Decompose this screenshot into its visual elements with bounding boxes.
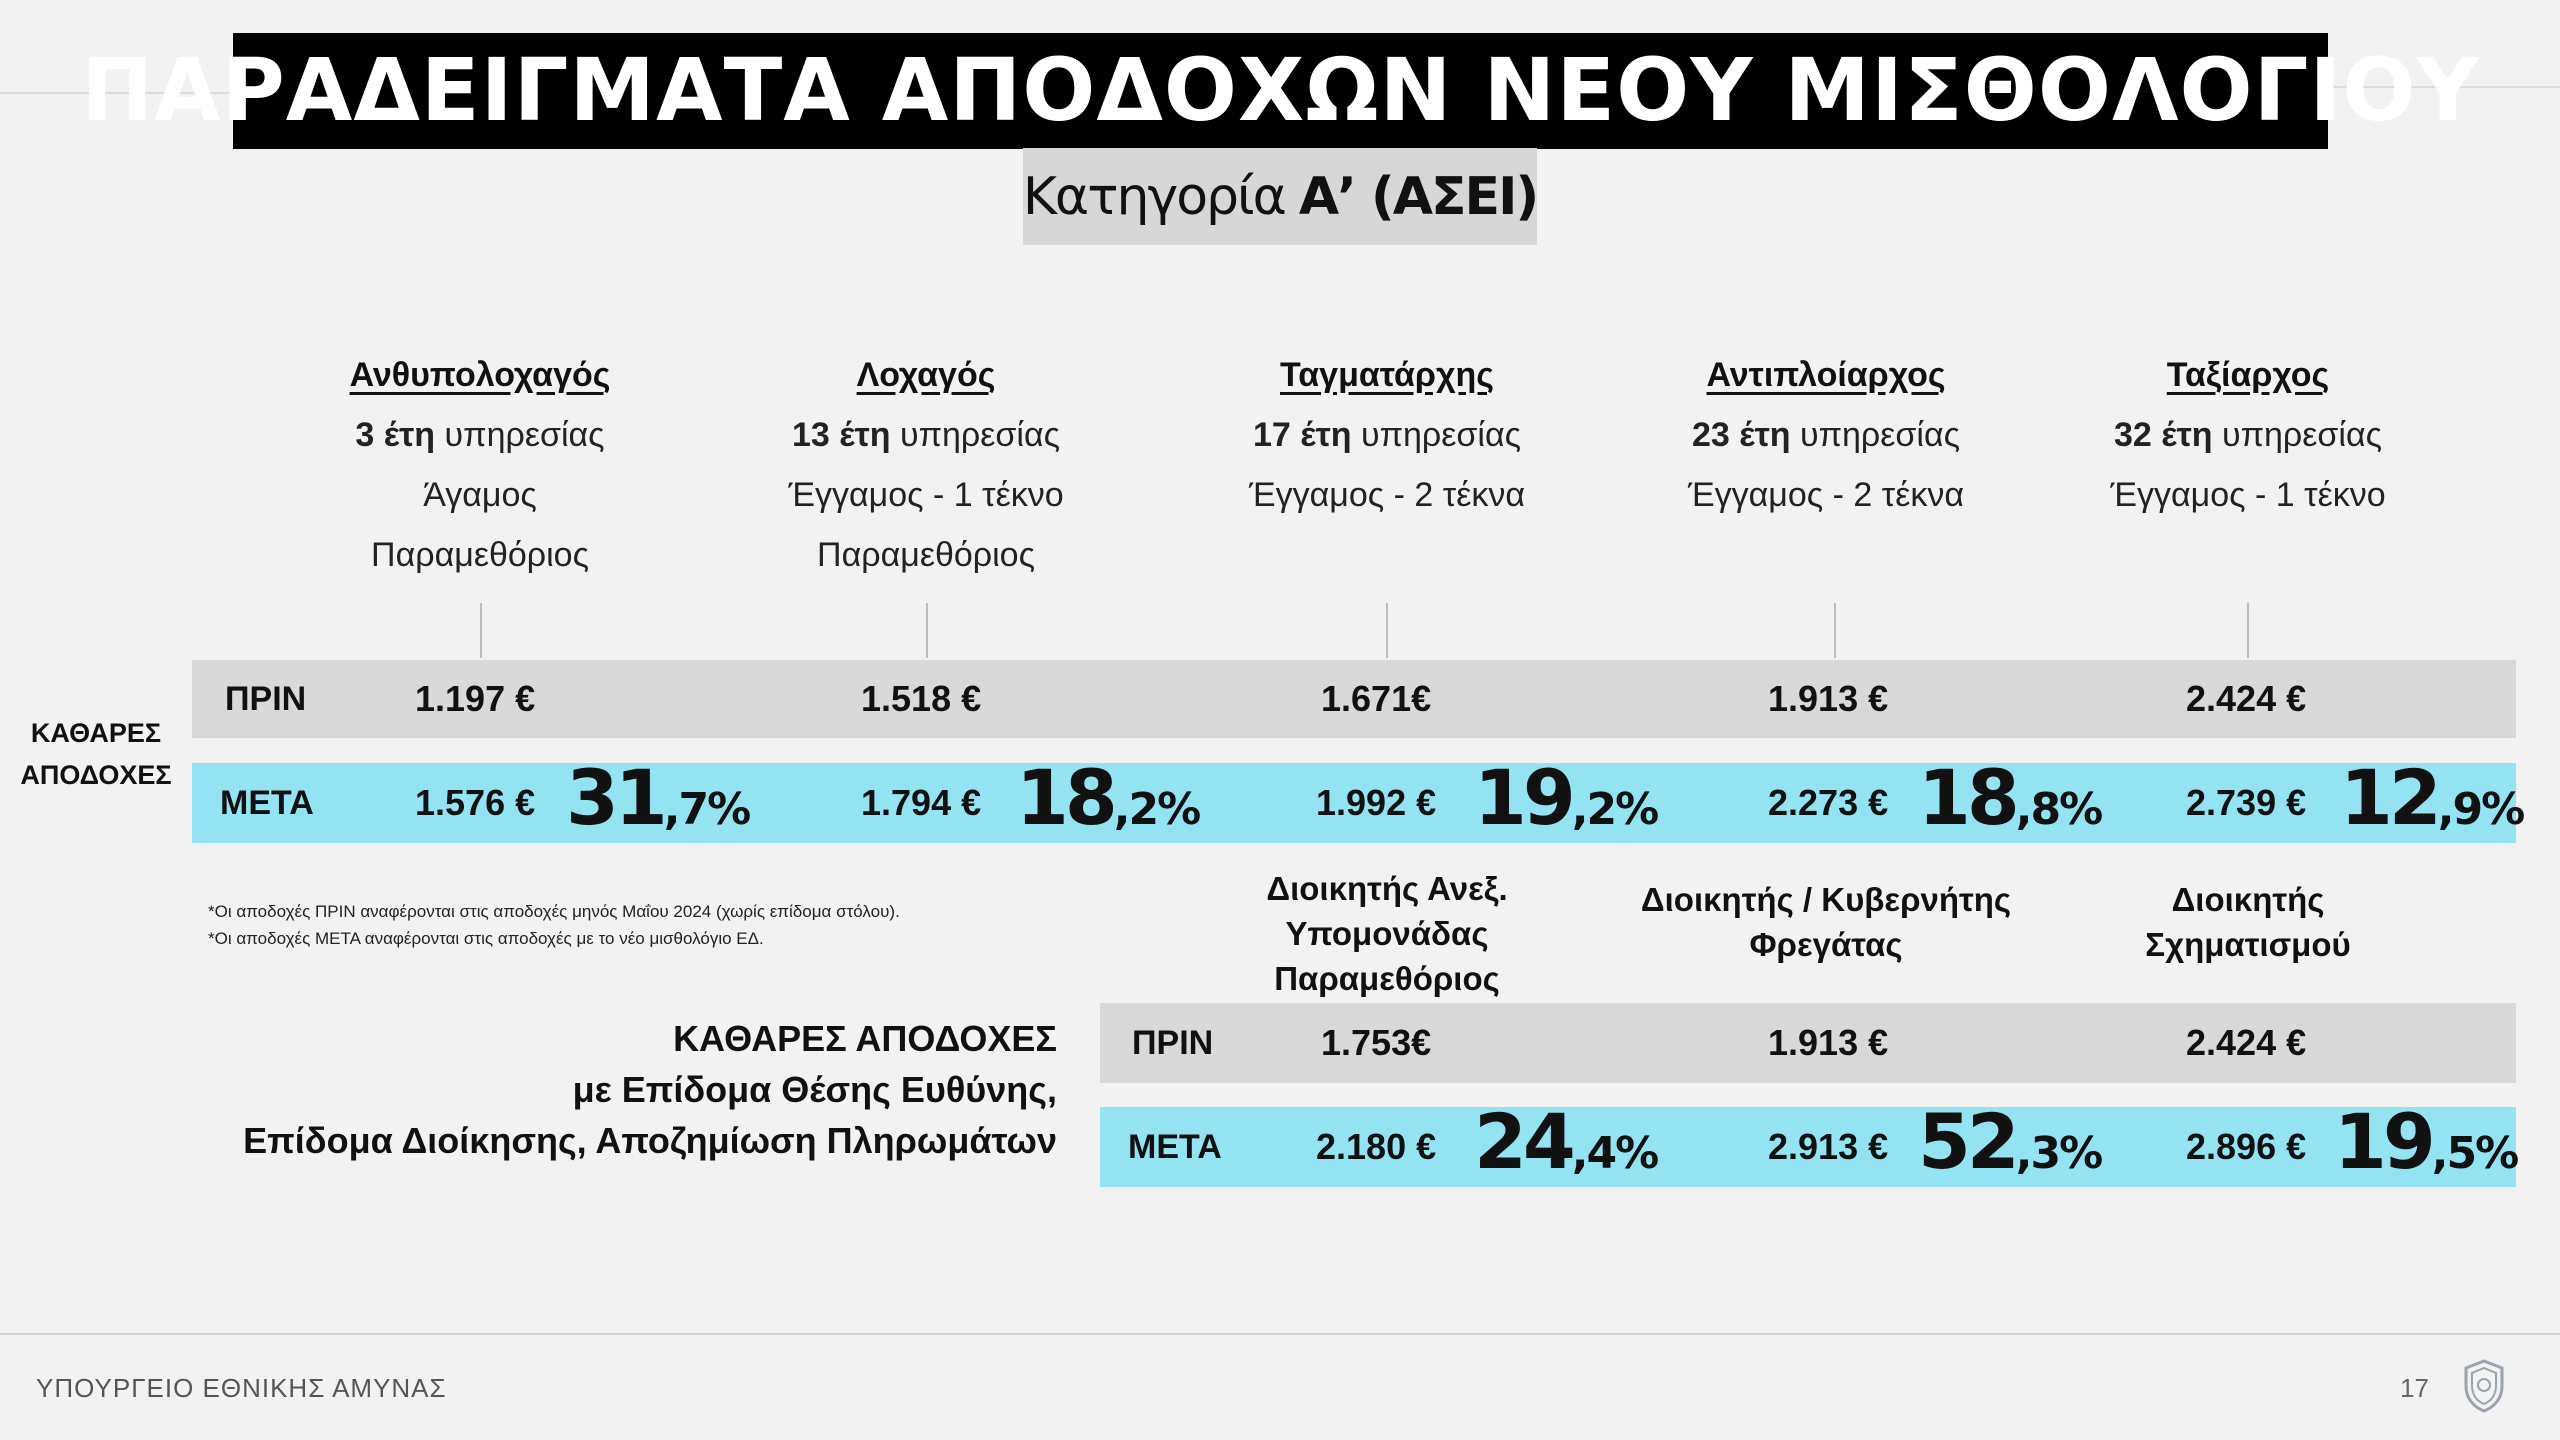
header-rule-left (0, 92, 233, 94)
position-head-subunit-commander: Διοικητής Ανεξ. Υπομονάδας Παραμεθόριος (1266, 870, 1508, 997)
rank-name: Λοχαγός (856, 356, 996, 394)
before-row-label: ΠΡΙΝ (225, 679, 307, 718)
position-head-frigate-commander: Διοικητής / Κυβερνήτης Φρεγάτας (1640, 881, 2012, 963)
after-value: 2.739 € (2186, 782, 2307, 823)
before-row-label: ΠΡΙΝ (1132, 1023, 1214, 1062)
connector-tick (1386, 603, 1388, 658)
before-row-band-allowances (1100, 1003, 2516, 1083)
rank-name: Ταγματάρχης (1280, 356, 1494, 394)
ministry-emblem-icon (2462, 1358, 2506, 1414)
footer-rule (0, 1333, 2560, 1335)
after-value: 2.913 € (1768, 1126, 1889, 1167)
increase-percentage: 19,2% (1474, 753, 1659, 842)
rank-extra: Παραμεθόριος (817, 536, 1035, 574)
ministry-name: ΥΠΟΥΡΓΕΙΟ ΕΘΝΙΚΗΣ ΑΜΥΝΑΣ (36, 1373, 447, 1403)
rank-family-status: Έγγαμος - 1 τέκνο (2110, 476, 2386, 514)
page-title: ΠΑΡΑΔΕΙΓΜΑΤΑ ΑΠΟΔΟΧΩΝ ΝΕΟΥ ΜΙΣΘΟΛΟΓΙΟΥ (81, 33, 2479, 149)
before-row-band (192, 660, 2516, 738)
header-rule-right (2328, 86, 2560, 88)
after-row-band (192, 763, 2516, 843)
rank-service-years: 32 έτη υπηρεσίας (2113, 416, 2383, 454)
rank-column-taxiarchos: Ταξίαρχος 32 έτη υπηρεσίας Έγγαμος - 1 τ… (2098, 345, 2398, 525)
after-value: 1.576 € (415, 782, 536, 823)
connector-tick (480, 603, 482, 658)
after-value: 2.896 € (2186, 1126, 2307, 1167)
before-value: 1.518 € (861, 678, 982, 719)
after-value: 1.794 € (861, 782, 982, 823)
footnote-before: *Οι αποδοχές ΠΡΙΝ αναφέρονται στις αποδο… (208, 902, 900, 921)
rank-service-years: 3 έτη υπηρεσίας (355, 416, 605, 454)
rank-service-years: 17 έτη υπηρεσίας (1252, 416, 1522, 454)
rank-column-antiploiarchos: Αντιπλοίαρχος 23 έτη υπηρεσίας Έγγαμος -… (1676, 345, 1976, 525)
increase-percentage: 31,7% (566, 753, 751, 842)
position-head-formation-commander: Διοικητής Σχηματισμού (2145, 881, 2351, 963)
rank-service-years: 13 έτη υπηρεσίας (791, 416, 1061, 454)
before-value: 1.197 € (415, 678, 536, 719)
page-number: 17 (2400, 1373, 2429, 1403)
increase-percentage: 18,8% (1918, 753, 2103, 842)
connector-tick (1834, 603, 1836, 658)
footnote-after: *Οι αποδοχές ΜΕΤΑ αναφέρονται στις αποδο… (208, 929, 764, 948)
net-pay-side-label: ΚΑΘΑΡΕΣ ΑΠΟΔΟΧΕΣ (20, 718, 172, 790)
rank-name: Ταξίαρχος (2166, 356, 2330, 394)
increase-percentage: 24,4% (1474, 1097, 1659, 1186)
category-subtitle: Κατηγορία Α’ (ΑΣΕΙ) (1022, 148, 1539, 245)
rank-service-years: 23 έτη υπηρεσίας (1691, 416, 1961, 454)
rank-name: Αντιπλοίαρχος (1706, 356, 1946, 394)
before-value: 1.753€ (1321, 1022, 1432, 1063)
after-value: 2.180 € (1316, 1126, 1437, 1167)
before-value: 1.913 € (1768, 678, 1889, 719)
before-value: 2.424 € (2186, 1022, 2307, 1063)
footnotes: *Οι αποδοχές ΠΡΙΝ αναφέρονται στις αποδο… (208, 898, 900, 952)
rank-column-lochagos: Λοχαγός 13 έτη υπηρεσίας Έγγαμος - 1 τέκ… (776, 345, 1076, 585)
before-value: 1.913 € (1768, 1022, 1889, 1063)
rank-extra: Παραμεθόριος (371, 536, 589, 574)
rank-name: Ανθυπολοχαγός (349, 356, 611, 394)
increase-percentage: 18,2% (1016, 753, 1201, 842)
increase-percentage: 12,9% (2340, 753, 2525, 842)
rank-family-status: Έγγαμος - 2 τέκνα (1687, 476, 1965, 514)
connector-tick (2247, 603, 2249, 658)
rank-family-status: Άγαμος (423, 476, 537, 514)
before-value: 1.671€ (1321, 678, 1432, 719)
rank-family-status: Έγγαμος - 2 τέκνα (1248, 476, 1526, 514)
after-row-label: ΜΕΤΑ (1128, 1127, 1222, 1166)
after-value: 2.273 € (1768, 782, 1889, 823)
rank-column-tagmatarchis: Ταγματάρχης 17 έτη υπηρεσίας Έγγαμος - 2… (1237, 345, 1537, 525)
increase-percentage: 52,3% (1918, 1097, 2103, 1186)
subtitle-category: Α’ (ΑΣΕΙ) (1298, 166, 1539, 227)
connector-tick (926, 603, 928, 658)
rank-column-anthypolochagos: Ανθυπολοχαγός 3 έτη υπηρεσίας Άγαμος Παρ… (330, 345, 630, 585)
after-value: 1.992 € (1316, 782, 1437, 823)
subtitle-prefix: Κατηγορία (1022, 166, 1287, 227)
after-row-band-allowances (1100, 1107, 2516, 1187)
increase-percentage: 19,5% (2334, 1097, 2519, 1186)
after-row-label: ΜΕΤΑ (220, 783, 314, 822)
rank-family-status: Έγγαμος - 1 τέκνο (788, 476, 1064, 514)
before-value: 2.424 € (2186, 678, 2307, 719)
allowances-label: ΚΑΘΑΡΕΣ ΑΠΟΔΟΧΕΣ με Επίδομα Θέσης Ευθύνη… (243, 1018, 1057, 1161)
